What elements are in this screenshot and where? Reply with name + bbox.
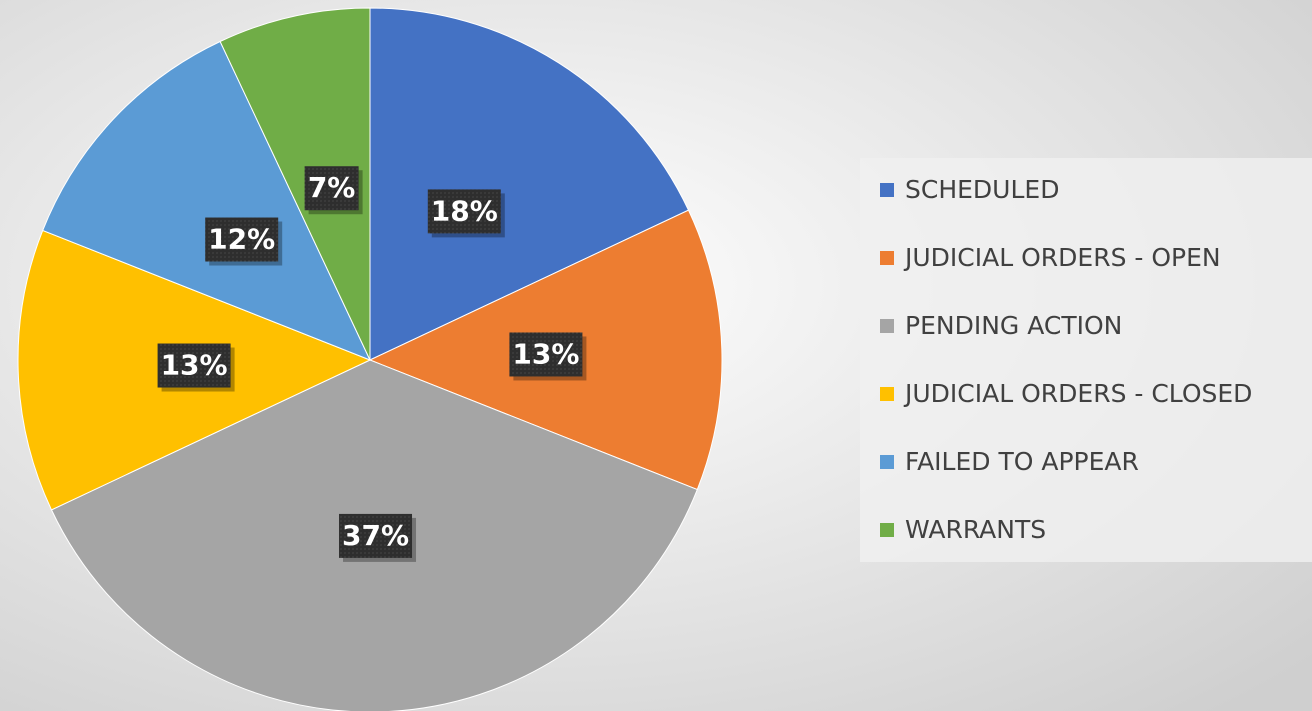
legend-box: [860, 158, 1312, 562]
data-label-box: [427, 189, 501, 234]
data-label-box: [304, 166, 359, 211]
legend-label: JUDICIAL ORDERS - OPEN: [903, 243, 1221, 272]
data-label-box: [509, 332, 583, 377]
data-label: 7%: [308, 171, 356, 204]
data-label: 37%: [342, 519, 409, 552]
legend-swatch: [880, 523, 894, 537]
legend-label: JUDICIAL ORDERS - CLOSED: [903, 379, 1252, 408]
legend-label: PENDING ACTION: [905, 311, 1122, 340]
legend-label: FAILED TO APPEAR: [905, 447, 1139, 476]
data-label: 13%: [512, 337, 579, 370]
legend-swatch: [880, 387, 894, 401]
legend-label: WARRANTS: [905, 515, 1046, 544]
legend-swatch: [880, 183, 894, 197]
pie-slice: [42, 40, 371, 361]
legend-swatch: [880, 251, 894, 265]
data-label-box: [157, 343, 231, 388]
pie-slice: [369, 7, 690, 361]
legend-swatch: [880, 319, 894, 333]
data-label-box: [205, 217, 279, 262]
pie-slice: [219, 7, 371, 361]
legend-swatch: [880, 455, 894, 469]
data-label: 13%: [161, 349, 228, 382]
legend-label: SCHEDULED: [905, 175, 1059, 204]
data-label: 12%: [208, 223, 275, 256]
data-label: 18%: [431, 194, 498, 227]
data-label-box: [339, 513, 413, 558]
